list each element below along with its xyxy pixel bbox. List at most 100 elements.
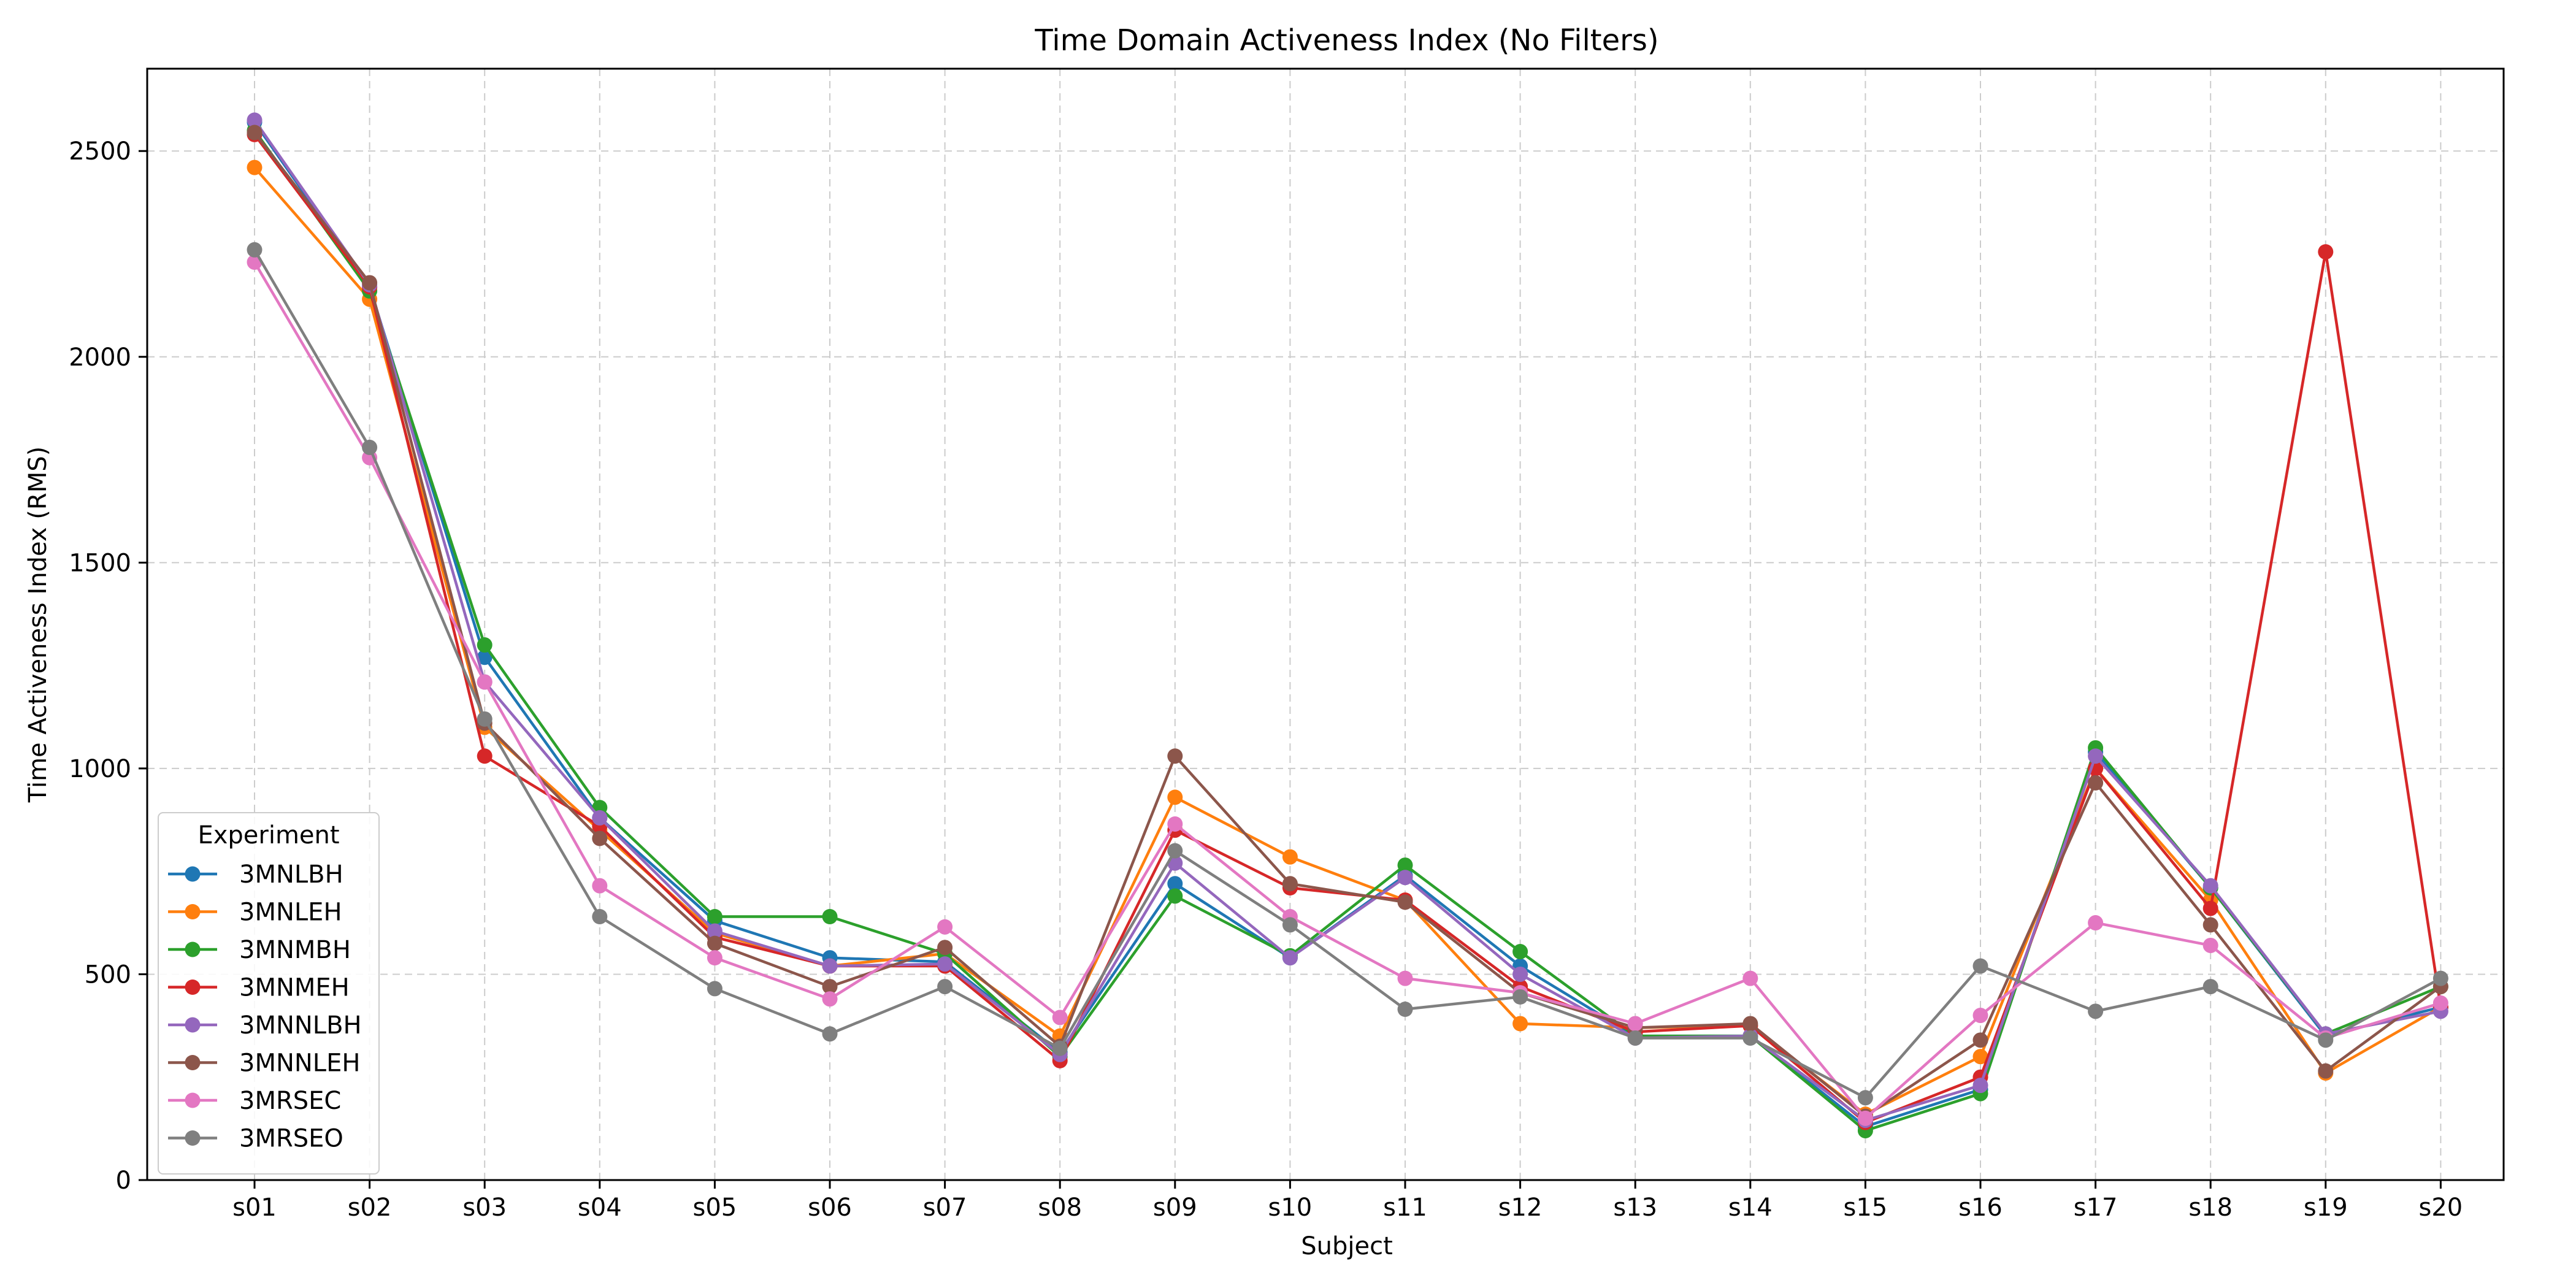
data-point[interactable] xyxy=(1512,966,1528,982)
data-point[interactable] xyxy=(477,637,493,653)
data-point[interactable] xyxy=(1282,950,1298,966)
legend-item-3mnleh[interactable]: 3MNLEH xyxy=(168,899,342,927)
data-point[interactable] xyxy=(247,112,263,128)
data-point[interactable] xyxy=(1167,888,1183,904)
data-point[interactable] xyxy=(1397,870,1413,886)
data-point[interactable] xyxy=(2202,979,2218,995)
data-point[interactable] xyxy=(1167,876,1183,892)
data-point[interactable] xyxy=(1857,1090,1873,1106)
data-point[interactable] xyxy=(1052,1010,1068,1025)
data-point[interactable] xyxy=(1857,1110,1873,1126)
legend-title: Experiment xyxy=(197,821,339,849)
data-point[interactable] xyxy=(2202,900,2218,916)
data-point[interactable] xyxy=(1282,876,1298,892)
data-point[interactable] xyxy=(2202,937,2218,953)
legend-label: 3MRSEC xyxy=(239,1087,341,1115)
data-point[interactable] xyxy=(707,935,723,951)
data-point[interactable] xyxy=(937,979,953,995)
series-line xyxy=(253,131,2442,1118)
data-point[interactable] xyxy=(477,748,493,764)
data-point[interactable] xyxy=(1742,1016,1758,1032)
data-point[interactable] xyxy=(247,159,263,175)
data-point[interactable] xyxy=(707,981,723,997)
data-point[interactable] xyxy=(247,125,263,140)
data-point[interactable] xyxy=(937,940,953,956)
data-point[interactable] xyxy=(1052,1040,1068,1056)
legend-label: 3MRSEO xyxy=(239,1125,343,1153)
legend-item-3mnmeh[interactable]: 3MNMEH xyxy=(168,974,350,1002)
data-point[interactable] xyxy=(477,650,493,665)
data-point[interactable] xyxy=(937,919,953,935)
data-point[interactable] xyxy=(592,908,608,924)
data-point[interactable] xyxy=(2318,1032,2334,1048)
data-point[interactable] xyxy=(1742,970,1758,986)
data-point[interactable] xyxy=(592,830,608,846)
series-line xyxy=(253,129,2442,1132)
legend-item-3mnlbh[interactable]: 3MNLBH xyxy=(168,861,343,889)
x-tick-label: s16 xyxy=(1958,1194,2003,1222)
data-point[interactable] xyxy=(1512,989,1528,1005)
data-point[interactable] xyxy=(2432,995,2448,1011)
data-point[interactable] xyxy=(1627,1016,1643,1032)
data-point[interactable] xyxy=(1397,970,1413,986)
data-point[interactable] xyxy=(1167,789,1183,805)
data-point[interactable] xyxy=(1167,843,1183,859)
data-point[interactable] xyxy=(2318,244,2334,260)
legend-box xyxy=(158,812,380,1175)
data-point[interactable] xyxy=(592,810,608,826)
data-point[interactable] xyxy=(822,958,838,974)
data-point[interactable] xyxy=(2202,917,2218,933)
data-point[interactable] xyxy=(1397,1001,1413,1017)
legend-item-3mrseo[interactable]: 3MRSEO xyxy=(168,1125,343,1153)
data-point[interactable] xyxy=(1627,1030,1643,1046)
data-point[interactable] xyxy=(247,242,263,258)
data-point[interactable] xyxy=(1972,1049,1988,1065)
x-tick-label: s13 xyxy=(1613,1194,1657,1222)
legend[interactable]: Experiment 3MNLBH 3MNLEH 3MNMBH 3MNMEH 3MNNLB… xyxy=(158,812,380,1175)
series-3mrsec xyxy=(247,254,2448,1126)
legend-item-3mnmbh[interactable]: 3MNMBH xyxy=(168,936,351,964)
data-point[interactable] xyxy=(1972,1008,1988,1024)
data-point[interactable] xyxy=(2318,1063,2334,1079)
data-point[interactable] xyxy=(592,878,608,894)
data-point[interactable] xyxy=(937,956,953,972)
series-3mrseo xyxy=(247,242,2448,1106)
data-point[interactable] xyxy=(1512,944,1528,960)
data-point[interactable] xyxy=(822,908,838,924)
data-point[interactable] xyxy=(822,991,838,1007)
data-point[interactable] xyxy=(1397,894,1413,910)
data-point[interactable] xyxy=(362,439,378,455)
legend-item-3mnnleh[interactable]: 3MNNLEH xyxy=(168,1049,360,1078)
data-point[interactable] xyxy=(1972,958,1988,974)
data-point[interactable] xyxy=(362,275,378,291)
data-point[interactable] xyxy=(707,908,723,924)
legend-item-3mrsec[interactable]: 3MRSEC xyxy=(168,1087,341,1115)
data-point[interactable] xyxy=(1397,857,1413,873)
data-point[interactable] xyxy=(2202,878,2218,894)
data-point[interactable] xyxy=(707,950,723,966)
legend-marker xyxy=(185,941,201,957)
data-point[interactable] xyxy=(1167,748,1183,764)
data-point[interactable] xyxy=(1972,1078,1988,1094)
data-point[interactable] xyxy=(1742,1030,1758,1046)
data-point[interactable] xyxy=(2088,915,2104,931)
data-point[interactable] xyxy=(2088,748,2104,764)
legend-label: 3MNMBH xyxy=(239,936,351,964)
data-point[interactable] xyxy=(822,979,838,995)
data-point[interactable] xyxy=(477,711,493,727)
data-point[interactable] xyxy=(2432,970,2448,986)
legend-item-3mnnlbh[interactable]: 3MNNLBH xyxy=(168,1011,362,1040)
data-point[interactable] xyxy=(1167,816,1183,832)
data-point[interactable] xyxy=(477,674,493,690)
data-point[interactable] xyxy=(707,923,723,939)
data-point[interactable] xyxy=(2088,1003,2104,1019)
data-point[interactable] xyxy=(1512,1016,1528,1032)
x-tick-label: s07 xyxy=(923,1194,967,1222)
data-point[interactable] xyxy=(1972,1032,1988,1048)
data-point[interactable] xyxy=(1282,917,1298,933)
x-tick-label: s03 xyxy=(462,1194,507,1222)
data-point[interactable] xyxy=(1282,849,1298,865)
data-point[interactable] xyxy=(822,1026,838,1042)
data-point[interactable] xyxy=(2088,775,2104,791)
